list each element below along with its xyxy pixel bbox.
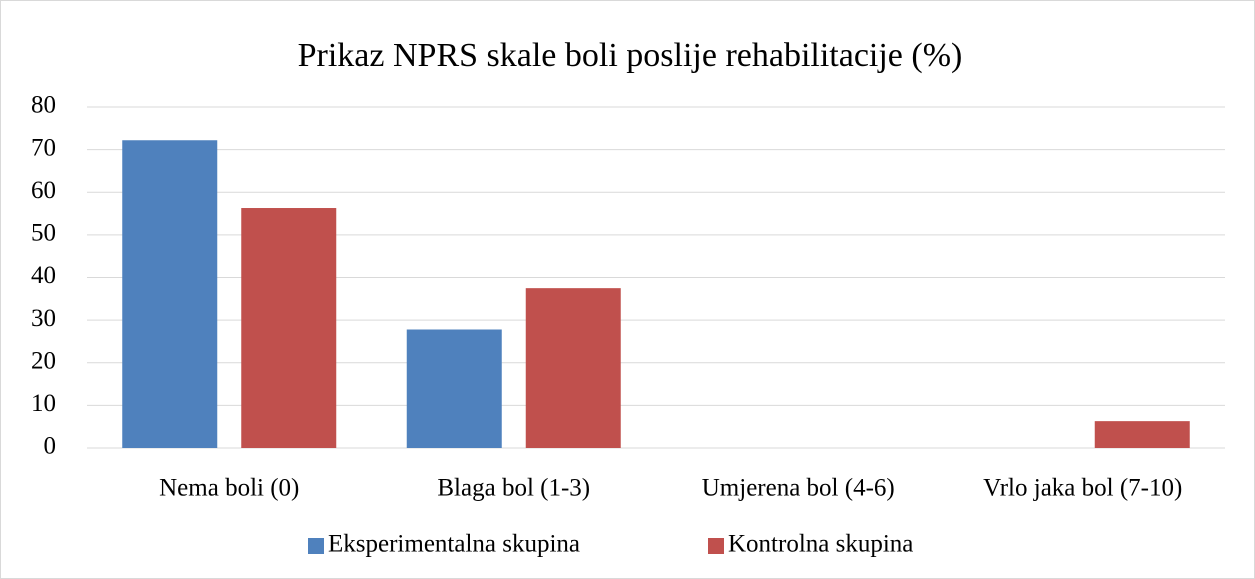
bar <box>241 208 337 448</box>
y-tick-label: 50 <box>31 220 56 247</box>
chart-title: Prikaz NPRS skale boli poslije rehabilit… <box>298 37 963 74</box>
x-tick-label: Umjerena bol (4-6) <box>702 475 895 502</box>
bar <box>525 288 621 448</box>
bar <box>1094 421 1190 448</box>
y-tick-label: 80 <box>31 92 56 119</box>
bar <box>406 329 502 448</box>
y-tick-label: 60 <box>31 177 56 204</box>
y-tick-label: 30 <box>31 305 56 332</box>
x-tick-label: Vrlo jaka bol (7-10) <box>983 475 1182 502</box>
legend-swatch <box>708 538 724 554</box>
y-tick-label: 20 <box>31 347 56 374</box>
y-tick-label: 40 <box>31 262 56 289</box>
y-tick-label: 70 <box>31 134 56 161</box>
y-tick-label: 10 <box>31 390 56 417</box>
legend-label: Eksperimentalna skupina <box>328 531 580 558</box>
bar <box>122 140 218 448</box>
x-tick-label: Blaga bol (1-3) <box>437 475 590 502</box>
legend-label: Kontrolna skupina <box>728 531 913 558</box>
x-tick-label: Nema boli (0) <box>159 475 299 502</box>
legend-swatch <box>308 538 324 554</box>
y-tick-label: 0 <box>44 433 57 460</box>
